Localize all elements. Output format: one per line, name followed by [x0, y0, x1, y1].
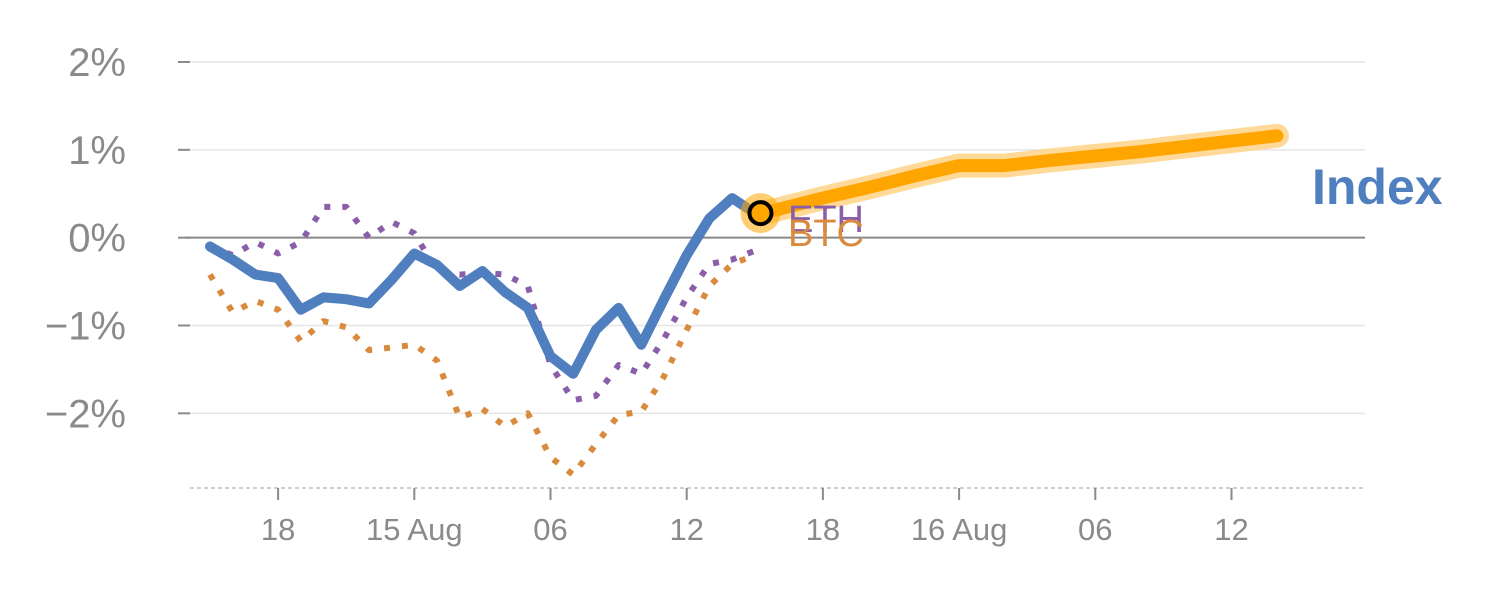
series-lines: [205, 123, 1289, 478]
x-tick-label: 18: [806, 512, 840, 547]
y-tick-label: 1%: [68, 129, 126, 173]
series-labels: ETH BTC Index: [788, 159, 1443, 255]
y-tick-label: −1%: [45, 305, 126, 349]
series-label-index: Index: [1312, 159, 1443, 215]
x-tick-label: 06: [1078, 512, 1112, 547]
current-point: [740, 193, 781, 234]
gridlines: [185, 61, 1365, 415]
x-tick-label: 18: [261, 512, 295, 547]
axes: 2% 1% 0% −1% −2% 18 15 Aug 06 12 18 16 Aug 06 12: [45, 41, 1365, 547]
series-label-btc: BTC: [788, 213, 864, 255]
y-tick-label: −2%: [45, 392, 126, 436]
current-point-marker: [747, 200, 774, 227]
series-label-eth: ETH: [788, 199, 864, 241]
x-tick-label: 15 Aug: [366, 512, 463, 547]
series-btc-line: [207, 252, 756, 478]
forecast-line: [754, 129, 1284, 220]
x-tick-label: 12: [1214, 512, 1248, 547]
series-index-line: [205, 193, 760, 379]
x-tick-label: 12: [669, 512, 703, 547]
y-tick-label: 0%: [68, 217, 126, 261]
x-tick-label: 06: [533, 512, 567, 547]
x-tick-label: 16 Aug: [911, 512, 1008, 547]
y-tick-label: 2%: [68, 41, 126, 85]
